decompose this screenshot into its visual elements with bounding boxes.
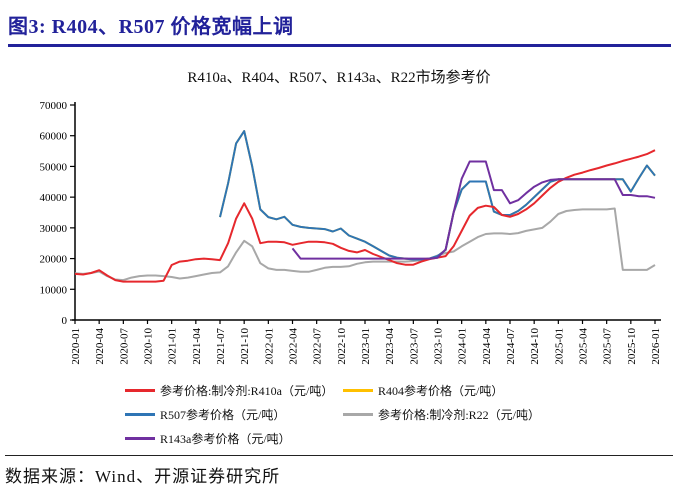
legend-item-r143a: R143a参考价格（元/吨） [125, 430, 343, 447]
legend-item-r404: R404参考价格（元/吨） [343, 382, 575, 399]
x-axis-tick-label: 2022-07 [312, 328, 324, 365]
header-rule [8, 44, 671, 47]
x-axis-tick-label: 2023-04 [384, 328, 396, 365]
x-axis-tick-label: 2024-01 [457, 328, 469, 365]
legend-label-r410a: 参考价格:制冷剂:R410a（元/吨） [160, 384, 334, 398]
r22-line-swatch [343, 413, 373, 416]
x-axis-tick-label: 2022-10 [336, 328, 348, 365]
price-line-chart: 0 10000 20000 30000 40000 50000 60000 70000 2020… [40, 100, 663, 365]
x-axis-tick-label: 2025-10 [626, 328, 638, 365]
series-line-R143a [291, 160, 656, 260]
series-line-R507 [219, 130, 656, 261]
x-axis-tick-label: 2023-10 [433, 328, 445, 365]
x-axis-tick-label: 2025-07 [602, 328, 614, 365]
r143a-line-swatch [125, 437, 155, 440]
x-axis-tick-label: 2025-01 [553, 328, 565, 365]
x-axis-tick-label: 2025-04 [578, 328, 590, 365]
x-axis-tick-label: 2021-04 [191, 328, 203, 365]
x-axis-tick-label: 2020-10 [143, 328, 155, 365]
legend-label-r22: 参考价格:制冷剂:R22（元/吨） [378, 408, 541, 422]
chart-legend: 参考价格:制冷剂:R410a（元/吨） R404参考价格（元/吨） R507参考… [125, 382, 575, 447]
x-axis-tick-label: 2023-01 [360, 328, 372, 365]
x-axis-tick-label: 2022-04 [288, 328, 300, 365]
chart-title: R410a、R404、R507、R143a、R22市场参考价 [187, 70, 491, 86]
y-axis-tick-label: 40000 [40, 192, 68, 204]
y-axis-tick-label: 30000 [40, 223, 68, 235]
x-axis-tick-label: 2021-01 [167, 328, 179, 365]
y-axis-tick-label: 50000 [40, 161, 68, 173]
x-axis-tick-label: 2022-01 [263, 328, 275, 365]
r507-line-swatch [125, 413, 155, 416]
r410a-line-swatch [125, 389, 155, 392]
legend-label-r507: R507参考价格（元/吨） [160, 408, 286, 422]
legend-item-r22: 参考价格:制冷剂:R22（元/吨） [343, 406, 575, 423]
x-axis-tick-label: 2021-10 [239, 328, 251, 365]
legend-item-r507: R507参考价格（元/吨） [125, 406, 343, 423]
y-axis-tick-label: 70000 [40, 100, 68, 112]
x-axis-tick-label: 2023-07 [408, 328, 420, 365]
series-line-R404 [219, 130, 656, 261]
series-line-R410a [74, 149, 656, 283]
x-axis-tick-label: 2020-01 [70, 328, 82, 365]
r404-line-swatch [343, 389, 373, 392]
y-axis-tick-label: 10000 [40, 284, 68, 296]
legend-label-r143a: R143a参考价格（元/吨） [160, 432, 291, 446]
x-axis-tick-label: 2024-04 [481, 328, 493, 365]
x-axis-tick-label: 2021-07 [215, 328, 227, 365]
y-axis-tick-label: 60000 [40, 131, 68, 143]
x-axis-tick-label: 2024-10 [529, 328, 541, 365]
legend-label-r404: R404参考价格（元/吨） [378, 384, 504, 398]
x-axis-tick-label: 2020-04 [94, 328, 106, 365]
x-axis-tick-label: 2026-01 [650, 328, 662, 365]
figure-title: 图3: R404、R507 价格宽幅上调 [8, 16, 294, 38]
series-line-R22 [74, 207, 656, 282]
y-axis-tick-label: 20000 [40, 254, 68, 266]
footer-rule [5, 455, 673, 456]
data-source-text: 数据来源：Wind、开源证券研究所 [5, 467, 281, 486]
x-axis-tick-label: 2020-07 [118, 328, 130, 365]
y-axis-tick-label: 0 [62, 315, 68, 327]
legend-item-r410a: 参考价格:制冷剂:R410a（元/吨） [125, 382, 343, 399]
x-axis-tick-label: 2024-07 [505, 328, 517, 365]
